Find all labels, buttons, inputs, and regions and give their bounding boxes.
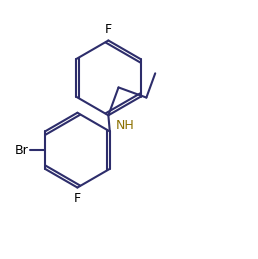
- Text: F: F: [105, 23, 112, 36]
- Text: Br: Br: [14, 144, 28, 157]
- Text: NH: NH: [116, 119, 134, 132]
- Text: F: F: [74, 192, 81, 205]
